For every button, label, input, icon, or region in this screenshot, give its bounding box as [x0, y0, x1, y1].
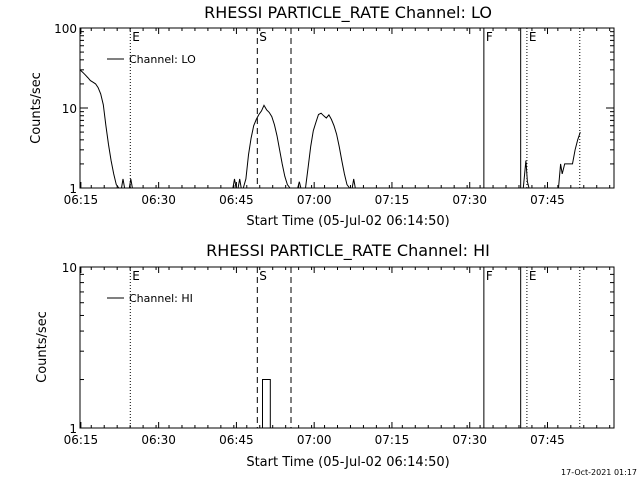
series-segment-lo-5 [242, 104, 291, 189]
x-axis-label-hi: Start Time (05-Jul-02 06:14:50) [246, 455, 449, 470]
chart-title-hi: RHESSI PARTICLE_RATE Channel: HI [206, 241, 490, 261]
series-segment-lo-8 [351, 178, 356, 189]
marker-label-hi-3: F [486, 269, 493, 283]
y-tick-label-lo-0: 1 [69, 182, 77, 196]
series-segment-lo-9 [522, 160, 530, 189]
x-tick-label-lo-3: 07:00 [297, 193, 332, 207]
marker-label-lo-5: E [529, 30, 537, 44]
marker-label-hi-1: S [259, 269, 267, 283]
series-segment-lo-10 [558, 131, 581, 189]
panel-lo: RHESSI PARTICLE_RATE Channel: LO Start T… [29, 3, 615, 229]
x-tick-label-lo-6: 07:45 [530, 193, 565, 207]
marker-label-hi-0: E [132, 269, 140, 283]
y-tick-label-hi-1: 10 [62, 261, 77, 275]
generation-timestamp: 17-Oct-2021 01:17 [561, 468, 637, 477]
x-axis-label-lo: Start Time (05-Jul-02 06:14:50) [246, 214, 449, 229]
x-tick-label-hi-3: 07:00 [297, 433, 332, 447]
axis-ticks-hi: 06:15 06:30 06:45 07:00 07:15 07:30 07:45 1 10 [62, 261, 614, 447]
series-segment-lo-0 [79, 69, 120, 189]
x-tick-label-hi-0: 06:15 [64, 433, 99, 447]
marker-label-lo-0: E [132, 30, 140, 44]
y-tick-label-lo-1: 10 [62, 102, 77, 116]
x-tick-label-hi-4: 07:15 [375, 433, 410, 447]
series-segment-lo-2 [128, 178, 133, 189]
x-tick-label-hi-5: 07:30 [452, 433, 487, 447]
x-tick-label-lo-0: 06:15 [64, 193, 99, 207]
y-axis-label-hi: Counts/sec [35, 311, 50, 383]
panel-hi: RHESSI PARTICLE_RATE Channel: HI Start T… [35, 241, 615, 470]
x-tick-label-lo-5: 07:30 [452, 193, 487, 207]
x-tick-label-hi-6: 07:45 [530, 433, 565, 447]
marker-label-lo-3: F [486, 30, 493, 44]
marker-label-lo-1: S [259, 30, 267, 44]
legend-label-hi: Channel: HI [129, 292, 193, 305]
x-tick-label-lo-2: 06:45 [219, 193, 254, 207]
x-tick-label-hi-1: 06:30 [141, 433, 176, 447]
y-tick-label-lo-2: 100 [54, 22, 77, 36]
series-segment-lo-1 [121, 178, 126, 189]
plot-frame-hi [79, 266, 615, 429]
series-segment-hi-0 [262, 379, 271, 428]
chart-title-lo: RHESSI PARTICLE_RATE Channel: LO [204, 3, 492, 23]
y-tick-label-hi-0: 1 [69, 422, 77, 436]
axis-ticks-lo: 06:15 06:30 06:45 07:00 07:15 07:30 07:45 1 10 10… [54, 22, 614, 207]
series-segment-lo-6 [297, 181, 302, 189]
series-lines-hi [262, 379, 271, 428]
series-segment-lo-3 [232, 178, 237, 189]
series-segment-lo-4 [237, 178, 242, 189]
marker-label-hi-5: E [529, 269, 537, 283]
legend-hi: Channel: HI [107, 292, 193, 305]
x-tick-label-lo-4: 07:15 [375, 193, 410, 207]
series-lines-lo [79, 69, 581, 189]
plot-frame-lo [79, 27, 615, 189]
legend-label-lo: Channel: LO [129, 53, 196, 66]
x-tick-label-hi-2: 06:45 [219, 433, 254, 447]
series-segment-lo-7 [305, 112, 350, 189]
legend-lo: Channel: LO [107, 53, 196, 66]
y-axis-label-lo: Counts/sec [29, 72, 44, 144]
x-tick-label-lo-1: 06:30 [141, 193, 176, 207]
